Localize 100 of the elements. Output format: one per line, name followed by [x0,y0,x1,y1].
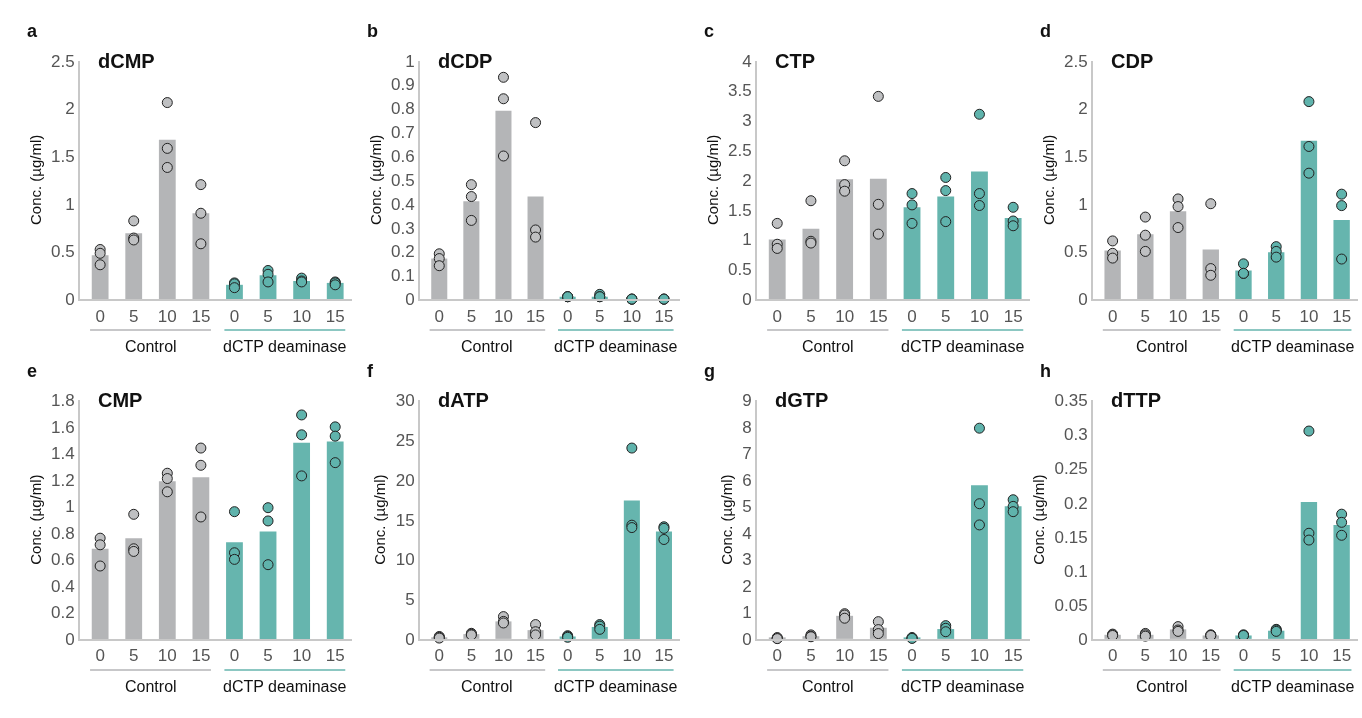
y-axis-title: Conc. (µg/ml) [1030,474,1048,565]
y-tick-label: 0 [65,290,75,310]
y-tick-label: 3.5 [727,81,752,101]
y-tick-label: 20 [395,470,415,490]
x-tick-label: 15 [654,646,674,666]
y-tick-label: 0 [405,290,415,310]
y-tick-label: 0.3 [1063,425,1088,445]
x-tick-label: 15 [1201,306,1221,326]
x-tick-label: 0 [1238,306,1249,326]
x-tick-label: 5 [806,646,816,666]
x-tick-label: 15 [526,306,546,326]
text: dCTP deaminase [223,678,347,695]
x-tick-label: 10 [157,646,177,666]
x-tick-label: 0 [1107,306,1118,326]
y-tick-label: 5 [405,590,415,610]
text: dCTP deaminase [223,338,347,355]
x-tick-label: 10 [157,306,177,326]
x-tick-label: 10 [622,646,642,666]
x-tick-label: 0 [95,646,105,666]
y-tick-label: 0.7 [390,123,415,143]
x-tick-label: 0 [907,306,917,326]
text: f [367,361,374,381]
text: Control [1136,338,1188,355]
x-tick-label: 0 [562,306,573,326]
y-tick-label: 1 [742,603,752,623]
text: dCTP deaminase [1231,338,1355,355]
text: dCTP deaminase [554,678,678,695]
y-tick-label: 0.4 [50,576,75,596]
text: dCTP deaminase [554,338,678,355]
x-tick-label: 15 [1332,646,1352,666]
y-tick-label: 25 [395,431,415,451]
y-tick-label: 1.2 [50,470,75,490]
x-tick-label: 10 [1299,646,1319,666]
x-tick-label: 0 [1107,646,1118,666]
text: Control [802,338,854,355]
y-tick-label: 4 [742,523,752,543]
chart-title: dCDP [438,50,493,72]
x-tick-label: 15 [868,646,888,666]
x-tick-label: 10 [1168,306,1188,326]
chart-title: dATP [438,389,489,411]
x-tick-label: 5 [941,646,951,666]
text: Control [461,678,513,695]
y-tick-label: 10 [395,550,415,570]
y-tick-label: 0.1 [1063,561,1088,581]
x-tick-label: 10 [494,646,513,666]
y-tick-label: 0.15 [1054,527,1088,547]
y-tick-label: 0.5 [1063,242,1088,262]
x-tick-label: 15 [526,646,546,666]
y-tick-label: 1 [742,230,752,250]
y-tick-label: 8 [742,417,752,437]
y-tick-label: 0 [1078,290,1088,310]
y-tick-label: 0.4 [390,194,415,214]
x-tick-label: 0 [434,646,444,666]
y-tick-label: 0 [65,629,75,649]
x-tick-label: 10 [969,306,989,326]
x-tick-label: 10 [292,306,312,326]
text: h [1040,361,1051,381]
y-axis-title: Conc. (µg/ml) [1039,134,1057,226]
y-tick-label: 3 [742,111,752,131]
y-tick-label: 2 [65,99,75,119]
y-tick-label: 1.8 [50,391,75,411]
y-tick-label: 1 [1078,194,1088,214]
x-tick-label: 15 [1003,306,1023,326]
y-tick-label: 0.8 [50,523,75,543]
y-tick-label: 4 [742,51,752,71]
y-tick-label: 15 [395,510,415,530]
x-tick-label: 0 [95,306,105,326]
text: e [27,361,38,381]
y-tick-label: 0 [742,290,752,310]
x-tick-label: 5 [129,646,139,666]
x-tick-label: 0 [772,306,782,326]
x-tick-label: 5 [941,306,951,326]
text: d [1040,21,1051,41]
chart-title: dTTP [1111,389,1161,411]
x-tick-label: 10 [1168,646,1188,666]
y-tick-label: 0.1 [390,266,415,286]
y-axis-title: Conc. (µg/ml) [717,474,735,565]
y-tick-label: 1.6 [50,417,75,437]
x-tick-label: 5 [1271,306,1281,326]
chart-title: dGTP [775,389,829,411]
y-tick-label: 0.2 [50,603,75,623]
x-tick-label: 10 [835,646,855,666]
x-tick-label: 10 [1299,306,1319,326]
y-tick-label: 1 [65,497,75,517]
text: Control [802,678,854,695]
text: Control [125,678,177,695]
y-tick-label: 0.3 [390,218,415,238]
y-tick-label: 2.5 [727,140,752,160]
x-tick-label: 5 [806,306,816,326]
x-tick-label: 15 [191,646,211,666]
x-tick-label: 0 [229,306,240,326]
chart-title: CDP [1111,50,1154,72]
text: c [704,21,715,41]
y-tick-label: 0.5 [390,170,415,190]
y-tick-label: 2 [1078,99,1088,119]
y-tick-label: 6 [742,470,752,490]
y-tick-label: 0.35 [1054,391,1088,411]
y-tick-label: 0.6 [50,550,75,570]
text: Control [125,338,177,355]
text: dCTP deaminase [901,338,1025,355]
